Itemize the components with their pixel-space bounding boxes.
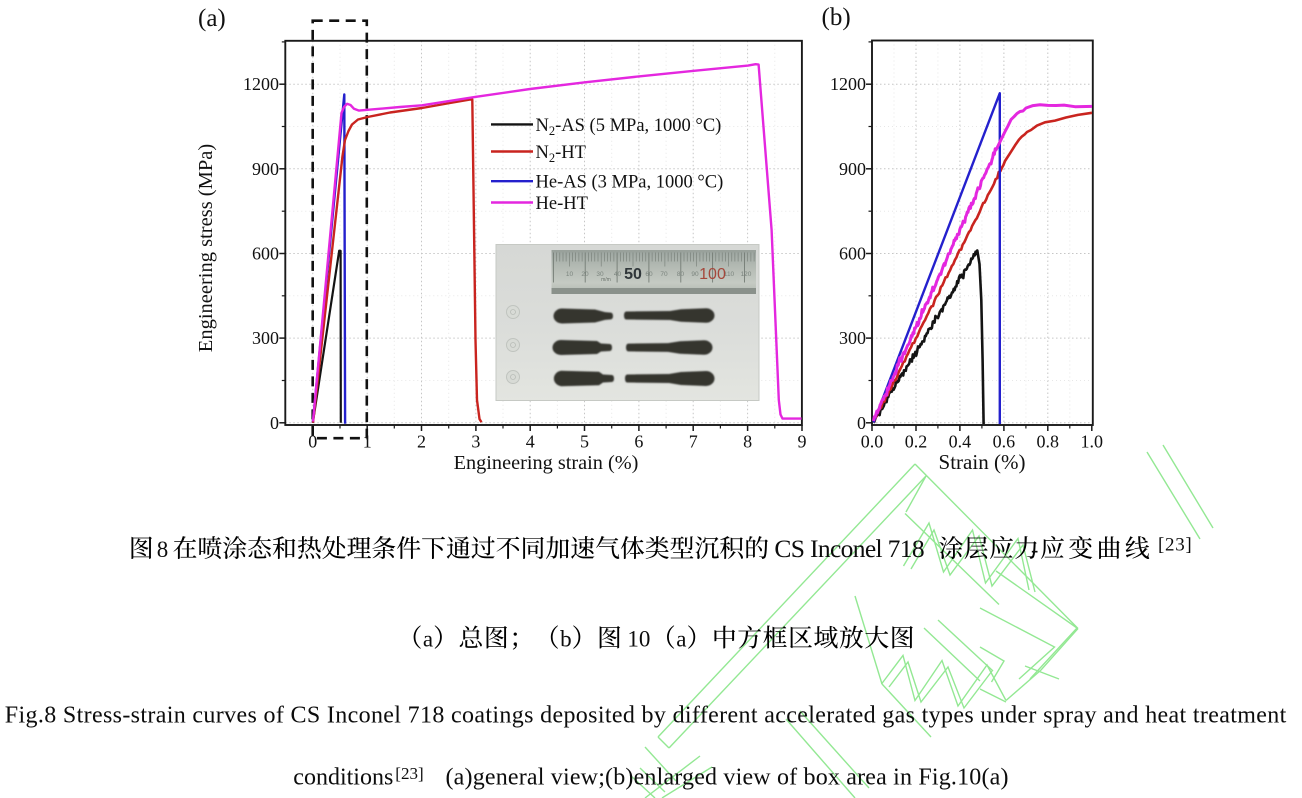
svg-text:900: 900	[252, 159, 279, 179]
svg-text:300: 300	[252, 328, 279, 348]
svg-text:m/m: m/m	[601, 277, 611, 283]
svg-text:7: 7	[689, 432, 698, 452]
svg-text:Strain (%): Strain (%)	[939, 450, 1026, 474]
svg-text:8: 8	[743, 432, 752, 452]
svg-text:0: 0	[857, 413, 866, 433]
svg-text:Engineering strain (%): Engineering strain (%)	[454, 452, 639, 474]
svg-text:50: 50	[624, 266, 642, 283]
svg-text:0.0: 0.0	[861, 432, 884, 452]
svg-text:He-AS (3 MPa, 1000 °C): He-AS (3 MPa, 1000 °C)	[536, 173, 724, 193]
svg-text:Fig.8 Stress-strain curves of: Fig.8 Stress-strain curves of CS Inconel…	[5, 702, 1287, 728]
svg-text:3: 3	[471, 432, 480, 452]
svg-text:80: 80	[677, 271, 685, 278]
svg-text:40: 40	[614, 271, 622, 278]
svg-text:900: 900	[839, 159, 866, 179]
svg-text:[23]: [23]	[395, 764, 423, 783]
svg-text:1: 1	[363, 432, 372, 452]
svg-text:a: a	[676, 627, 686, 652]
svg-text:20: 20	[581, 271, 589, 278]
svg-text:60: 60	[645, 271, 653, 278]
svg-text:4: 4	[526, 432, 535, 452]
svg-text:CS Inconel 718: CS Inconel 718	[774, 534, 924, 563]
svg-text:(a)general view;(b)enlarged vi: (a)general view;(b)enlarged view of box …	[446, 765, 1009, 791]
svg-text:1.0: 1.0	[1081, 432, 1104, 452]
svg-text:(a): (a)	[198, 5, 226, 32]
svg-text:0.6: 0.6	[993, 432, 1016, 452]
svg-text:9: 9	[798, 432, 807, 452]
svg-text:2: 2	[417, 432, 426, 452]
svg-text:5: 5	[580, 432, 589, 452]
svg-text:110: 110	[724, 271, 735, 278]
svg-text:N2-HT: N2-HT	[536, 143, 586, 165]
svg-text:0.2: 0.2	[905, 432, 928, 452]
svg-text:1200: 1200	[243, 74, 279, 94]
svg-text:(b): (b)	[822, 4, 851, 31]
svg-text:conditions: conditions	[293, 765, 393, 791]
svg-text:6: 6	[634, 432, 643, 452]
svg-text:a: a	[423, 627, 433, 652]
svg-text:N2-AS (5 MPa, 1000 °C): N2-AS (5 MPa, 1000 °C)	[536, 116, 722, 138]
svg-text:120: 120	[741, 271, 752, 278]
svg-text:10: 10	[566, 271, 574, 278]
svg-text:Engineering stress (MPa): Engineering stress (MPa)	[195, 144, 217, 352]
svg-text:1200: 1200	[830, 74, 866, 94]
svg-text:0.4: 0.4	[949, 432, 972, 452]
svg-text:30: 30	[596, 271, 604, 278]
svg-text:70: 70	[660, 271, 668, 278]
svg-text:600: 600	[252, 244, 279, 264]
svg-text:10: 10	[627, 627, 650, 652]
svg-text:600: 600	[839, 244, 866, 264]
svg-text:8: 8	[157, 537, 169, 562]
svg-text:90: 90	[691, 271, 699, 278]
svg-text:0.8: 0.8	[1037, 432, 1060, 452]
svg-text:0: 0	[308, 432, 317, 452]
svg-text:b: b	[560, 627, 572, 652]
svg-text:300: 300	[839, 328, 866, 348]
svg-text:He-HT: He-HT	[536, 194, 588, 214]
svg-text:0: 0	[270, 413, 279, 433]
svg-text:-: -	[1031, 537, 1038, 562]
svg-text:100: 100	[699, 266, 726, 283]
svg-text:[23]: [23]	[1158, 535, 1192, 556]
